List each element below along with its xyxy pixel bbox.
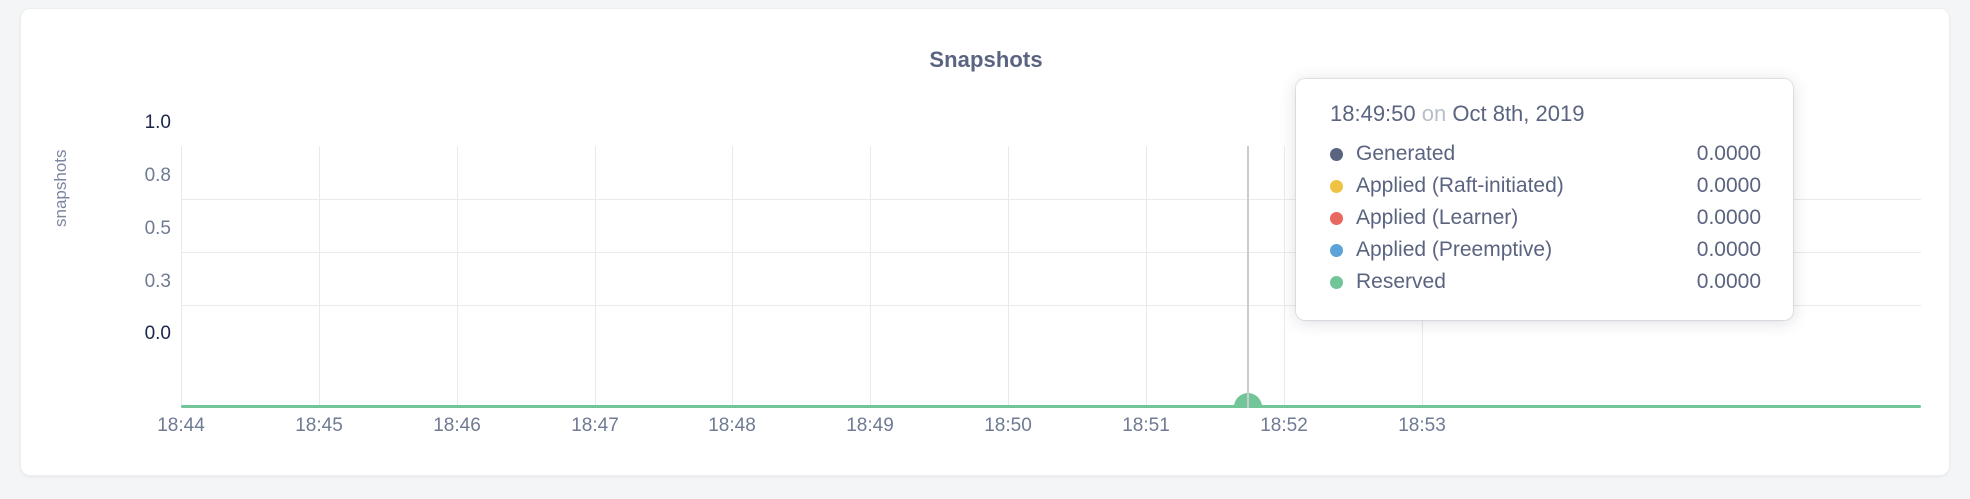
tooltip-value-applied-raft-initiated: 0.0000 xyxy=(1696,174,1761,197)
gridline-horizontal-0.3 xyxy=(181,305,1921,306)
tooltip-time: 18:49:50 xyxy=(1330,101,1416,126)
y-axis: 1.0 0.8 0.5 0.3 0.0 xyxy=(99,9,171,499)
tooltip-value-generated: 0.0000 xyxy=(1696,142,1761,165)
x-tick-5: 18:49 xyxy=(846,415,894,436)
tooltip-label-generated: Generated xyxy=(1356,142,1456,165)
gridline-vertical-18-47 xyxy=(595,146,596,408)
x-tick-1: 18:45 xyxy=(295,415,343,436)
x-tick-6: 18:50 xyxy=(984,415,1032,436)
y-tick-1: 0.8 xyxy=(144,165,171,186)
tooltip-row-reserved: Reserved 0.0000 xyxy=(1330,266,1761,298)
y-tick-3: 0.3 xyxy=(144,271,171,292)
x-axis: 18:44 18:45 18:46 18:47 18:48 18:49 18:5… xyxy=(157,415,1921,445)
x-tick-0: 18:44 xyxy=(157,415,205,436)
tooltip-date: Oct 8th, 2019 xyxy=(1452,101,1585,126)
tooltip-value-applied-learner: 0.0000 xyxy=(1696,206,1761,229)
x-tick-2: 18:46 xyxy=(433,415,481,436)
y-tick-2: 0.5 xyxy=(144,218,171,239)
legend-dot-icon-applied-preemptive xyxy=(1330,243,1343,257)
tooltip-on-word: on xyxy=(1421,101,1447,126)
series-line-reserved xyxy=(181,405,1921,408)
tooltip-timestamp: 18:49:50 on Oct 8th, 2019 xyxy=(1330,101,1761,127)
hover-crosshair-line xyxy=(1247,146,1249,408)
tooltip-label-applied-learner: Applied (Learner) xyxy=(1356,206,1519,229)
x-tick-9: 18:53 xyxy=(1398,415,1446,436)
tooltip-value-reserved: 0.0000 xyxy=(1696,270,1761,293)
y-axis-label: snapshots xyxy=(51,149,70,228)
y-tick-4: 0.0 xyxy=(144,323,171,344)
legend-dot-icon-reserved xyxy=(1330,275,1343,289)
tooltip-row-generated: Generated 0.0000 xyxy=(1330,138,1761,170)
gridline-vertical-18-44 xyxy=(181,146,182,408)
page-title: Snapshots xyxy=(929,47,1043,72)
legend-dot-icon-applied-raft-initiated xyxy=(1330,179,1343,193)
legend-dot-icon-applied-learner xyxy=(1330,211,1343,225)
gridline-vertical-18-50 xyxy=(1008,146,1009,408)
hover-tooltip: 18:49:50 on Oct 8th, 2019 Generated 0.00… xyxy=(1296,79,1793,320)
tooltip-label-applied-preemptive: Applied (Preemptive) xyxy=(1356,238,1553,261)
x-tick-4: 18:48 xyxy=(708,415,756,436)
chart-card: Snapshots 1.0 0.8 0.5 0.3 0.0 snapshots … xyxy=(20,8,1950,476)
gridline-vertical-18-49 xyxy=(870,146,871,408)
gridline-vertical-18-45 xyxy=(319,146,320,408)
y-tick-0: 1.0 xyxy=(144,112,171,133)
tooltip-label-reserved: Reserved xyxy=(1356,270,1446,293)
gridline-vertical-18-51 xyxy=(1146,146,1147,408)
tooltip-row-applied-raft-initiated: Applied (Raft-initiated) 0.0000 xyxy=(1330,170,1761,202)
gridline-horizontal-0.5 xyxy=(181,252,1921,253)
gridline-horizontal-0.8 xyxy=(181,199,1921,200)
tooltip-value-applied-preemptive: 0.0000 xyxy=(1696,238,1761,261)
gridline-vertical-18-48 xyxy=(732,146,733,408)
tooltip-row-applied-learner: Applied (Learner) 0.0000 xyxy=(1330,202,1761,234)
tooltip-label-applied-raft-initiated: Applied (Raft-initiated) xyxy=(1356,174,1564,197)
gridline-vertical-18-52 xyxy=(1284,146,1285,408)
x-tick-7: 18:51 xyxy=(1122,415,1170,436)
gridline-vertical-18-46 xyxy=(457,146,458,408)
legend-dot-icon-generated xyxy=(1330,147,1343,161)
tooltip-row-applied-preemptive: Applied (Preemptive) 0.0000 xyxy=(1330,234,1761,266)
x-tick-3: 18:47 xyxy=(571,415,619,436)
x-tick-8: 18:52 xyxy=(1260,415,1308,436)
